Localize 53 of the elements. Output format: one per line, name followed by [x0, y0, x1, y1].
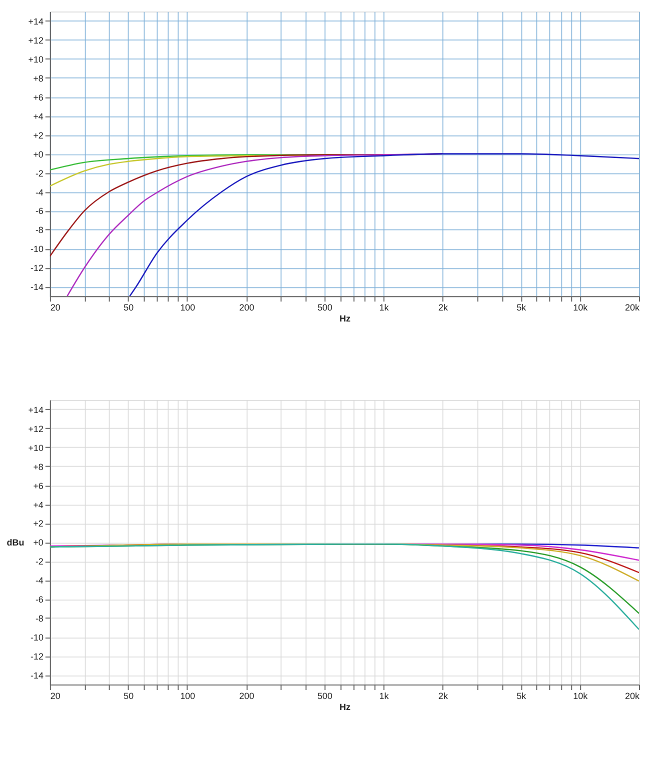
y-tick-label: -12 [30, 652, 44, 662]
y-tick-label: +4 [33, 111, 44, 122]
y-axis-title: dBu [6, 538, 24, 548]
x-tick-label: 100 [180, 302, 196, 313]
x-tick-label: 5k [516, 302, 527, 313]
y-tick-label: -12 [30, 263, 44, 274]
x-tick-label: 200 [239, 302, 254, 313]
x-tick-label: 10k [573, 690, 588, 701]
x-tick-label: 50 [124, 302, 134, 313]
x-tick-label: 1k [379, 302, 390, 313]
x-tick-label: 20k [625, 302, 640, 313]
y-tick-label: +4 [33, 500, 44, 510]
y-tick-label: +10 [28, 442, 44, 453]
y-tick-label: +14 [28, 404, 44, 415]
x-axis-title: Hz [339, 314, 351, 324]
x-tick-label: 20 [50, 302, 60, 313]
y-tick-label: +12 [28, 424, 44, 434]
x-tick-label: 100 [180, 690, 196, 701]
x-tick-label: 10k [573, 302, 588, 313]
y-tick-label: -2 [35, 168, 44, 178]
y-tick-label: -2 [35, 556, 44, 567]
y-tick-label: +10 [28, 54, 44, 64]
y-tick-label: +8 [33, 462, 44, 472]
x-tick-label: 20 [50, 690, 60, 701]
x-tick-label: 2k [438, 302, 448, 313]
x-tick-label: 200 [239, 690, 254, 701]
y-tick-label: -8 [35, 225, 44, 236]
y-tick-label: -4 [35, 187, 44, 198]
y-tick-label: -6 [35, 594, 44, 605]
y-tick-label: +6 [33, 92, 44, 102]
y-tick-label: +2 [33, 518, 44, 529]
y-tick-label: +0 [33, 538, 44, 548]
y-tick-label: +2 [33, 130, 44, 140]
y-tick-label: +8 [33, 73, 44, 84]
y-tick-label: -10 [30, 244, 44, 254]
y-tick-label: -8 [35, 614, 44, 624]
y-tick-label: +14 [28, 16, 44, 27]
y-tick-label: -4 [35, 576, 44, 586]
x-tick-label: 20k [625, 690, 640, 701]
y-tick-label: -14 [30, 670, 44, 681]
y-tick-label: -14 [30, 282, 44, 292]
y-tick-label: +6 [33, 480, 44, 491]
x-tick-label: 1k [379, 690, 390, 701]
x-tick-label: 500 [317, 302, 332, 313]
y-tick-label: -10 [30, 632, 44, 643]
x-tick-label: 500 [317, 690, 332, 701]
x-tick-label: 2k [438, 690, 448, 701]
y-tick-label: +0 [33, 149, 44, 160]
x-tick-label: 5k [516, 690, 527, 701]
y-tick-label: +12 [28, 35, 44, 46]
x-axis-title: Hz [339, 702, 351, 712]
x-tick-label: 50 [124, 690, 134, 701]
y-tick-label: -6 [35, 206, 44, 216]
